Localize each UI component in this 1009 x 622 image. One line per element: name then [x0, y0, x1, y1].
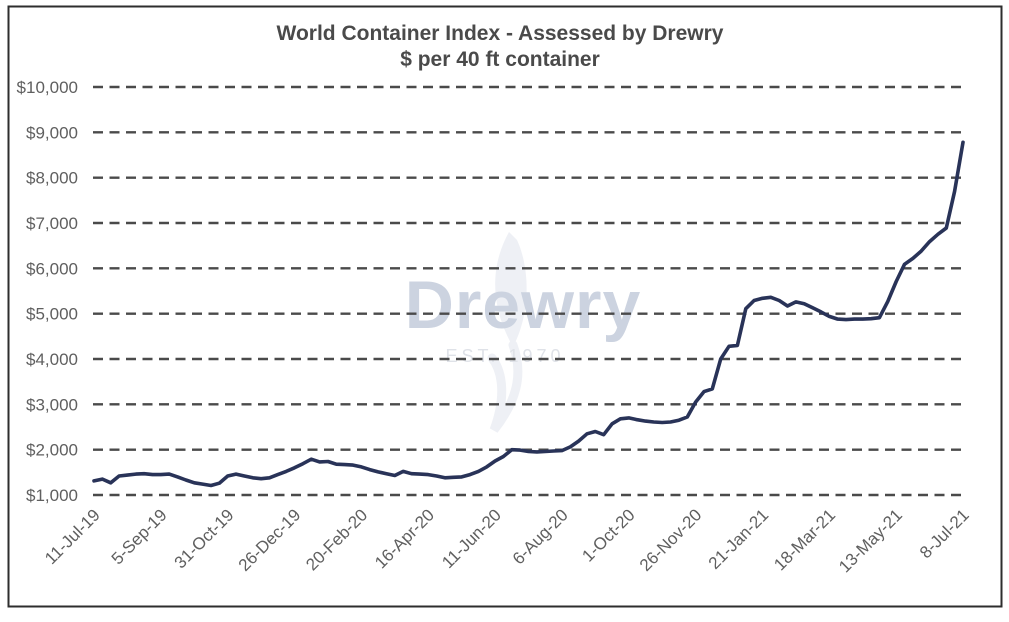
watermark-flame-tail-icon	[487, 340, 523, 433]
y-tick-label: $10,000	[17, 78, 78, 97]
series-line-world-container-index	[92, 140, 965, 488]
watermark-flame-icon	[495, 232, 527, 347]
y-tick-label: $5,000	[26, 305, 78, 324]
y-tick-label: $7,000	[26, 214, 78, 233]
y-tick-label: $8,000	[26, 169, 78, 188]
y-tick-label: $4,000	[26, 350, 78, 369]
chart-frame-border	[7, 5, 1003, 608]
y-tick-label: $1,000	[26, 486, 78, 505]
y-tick-label: $6,000	[26, 259, 78, 278]
y-tick-label: $3,000	[26, 395, 78, 414]
y-tick-label: $9,000	[26, 123, 78, 142]
watermark: Drewry EST. 1970	[405, 232, 642, 433]
y-tick-label: $2,000	[26, 441, 78, 460]
watermark-subtext: EST. 1970	[445, 346, 564, 366]
chart-title: World Container Index - Assessed by Drew…	[277, 22, 724, 45]
watermark-text: Drewry	[405, 267, 642, 343]
y-axis-labels: $1,000 $2,000 $3,000 $4,000 $5,000 $6,000 $7,0…	[17, 78, 78, 505]
chart-subtitle: $ per 40 ft container	[400, 48, 600, 71]
